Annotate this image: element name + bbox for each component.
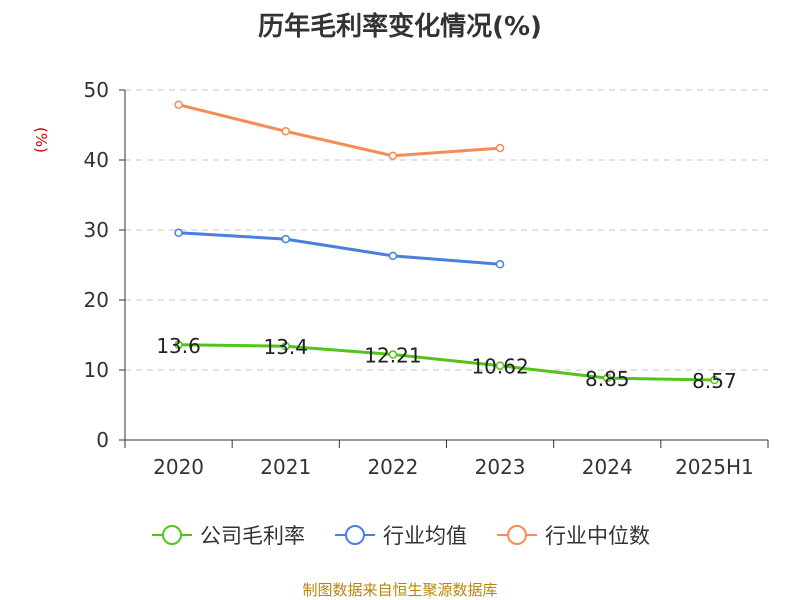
data-point	[710, 375, 719, 385]
legend-label: 行业中位数	[545, 524, 650, 548]
x-tick-label: 2020	[153, 455, 204, 479]
series-line-2	[178, 103, 501, 158]
data-label: 8.85	[585, 367, 630, 391]
legend-marker-icon	[497, 525, 537, 545]
data-label: 12.21	[364, 344, 421, 368]
series-line-0	[178, 343, 715, 382]
data-point	[281, 234, 290, 244]
data-point	[388, 251, 398, 261]
data-point	[495, 143, 505, 153]
legend-item-industry-median[interactable]: 行业中位数	[495, 520, 650, 550]
y-tick-label: 40	[84, 148, 109, 172]
data-point	[603, 373, 612, 383]
data-label: 8.57	[692, 369, 737, 393]
legend: 公司毛利率 行业均值 行业中位数	[0, 520, 800, 550]
source-note: 制图数据来自恒生聚源数据库	[302, 581, 498, 599]
data-point	[495, 260, 505, 269]
data-point	[174, 340, 183, 350]
series-lines	[174, 100, 719, 385]
y-tick-label: 0	[96, 428, 109, 452]
x-tick-label: 2025H1	[675, 455, 754, 479]
legend-item-industry-avg[interactable]: 行业均值	[333, 520, 467, 550]
y-tick-label: 20	[84, 288, 109, 312]
x-tick-label: 2022	[367, 455, 418, 479]
x-tick-label: 2024	[582, 455, 633, 479]
legend-marker-icon	[335, 525, 375, 545]
data-point	[174, 100, 183, 109]
series-line-1	[178, 231, 501, 266]
data-labels: 13.6 13.4 12.21 10.62 8.85 8.57	[156, 334, 736, 393]
legend-label: 公司毛利率	[200, 524, 305, 548]
data-label: 13.4	[263, 335, 308, 359]
data-point	[388, 151, 398, 161]
y-tick-label: 50	[84, 78, 109, 102]
y-tick-label: 30	[84, 218, 109, 242]
data-label: 13.6	[156, 334, 201, 358]
data-label: 10.62	[471, 355, 528, 379]
data-point	[174, 228, 183, 238]
grid-lines	[125, 89, 768, 371]
data-point	[281, 127, 290, 136]
axes: 0 10 20 30 40 50 2020 2021 2022 2023 2024 2025H1	[84, 78, 769, 479]
data-point	[281, 341, 290, 351]
legend-marker-icon	[152, 525, 192, 545]
y-tick-label: 10	[84, 358, 109, 382]
data-point	[388, 350, 398, 359]
x-tick-label: 2021	[260, 455, 311, 479]
data-point	[495, 361, 505, 370]
legend-label: 行业均值	[383, 524, 467, 548]
x-tick-label: 2023	[475, 455, 526, 479]
chart-title: 历年毛利率变化情况(%)	[258, 12, 542, 42]
legend-item-company[interactable]: 公司毛利率	[150, 520, 305, 550]
